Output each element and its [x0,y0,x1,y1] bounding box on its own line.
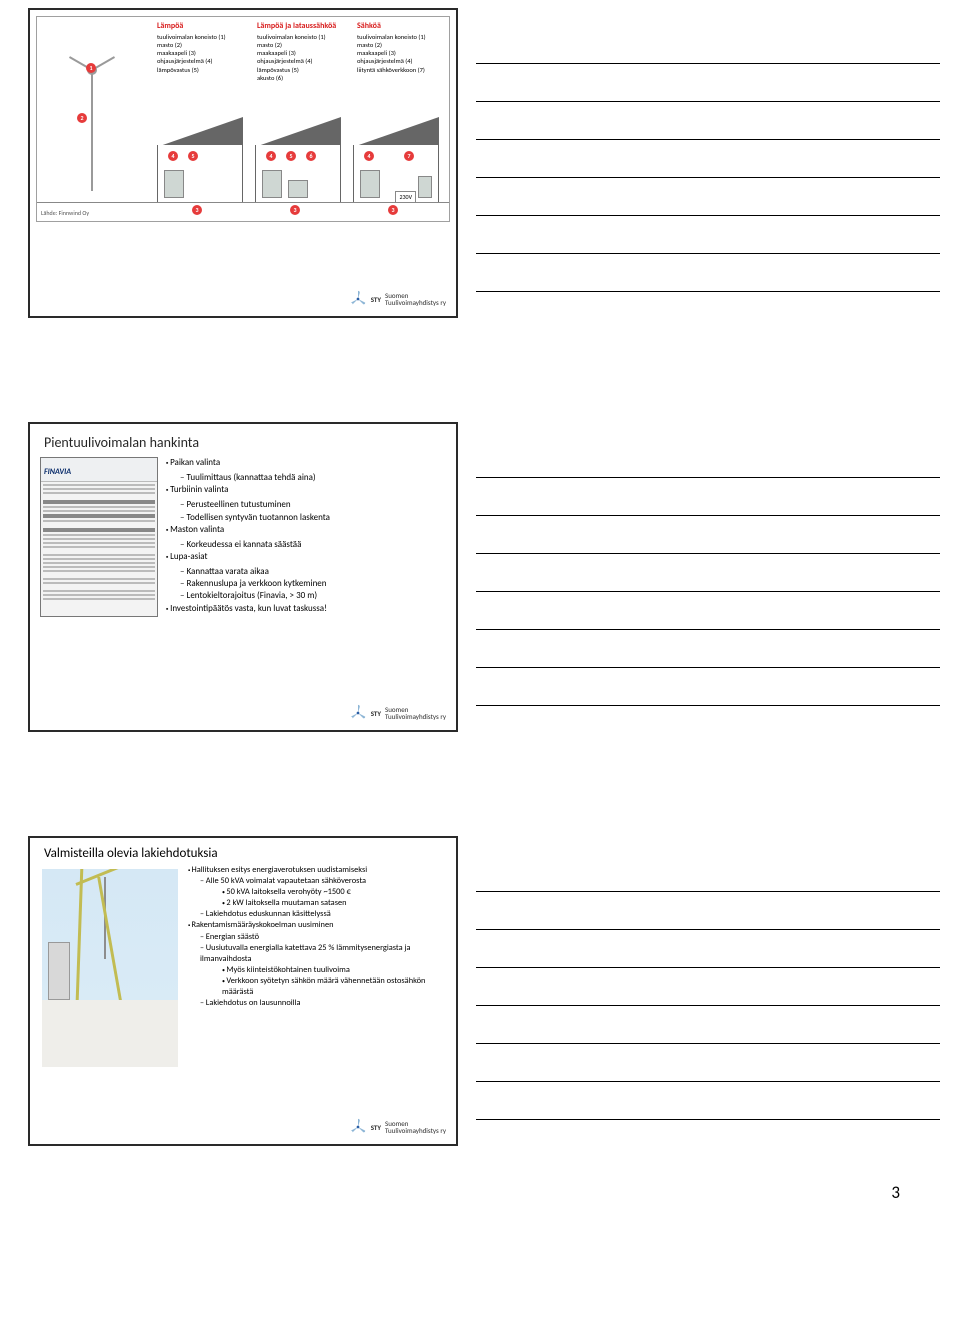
slide-2: Pientuulivoimalan hankinta FINAVIA [28,422,458,732]
finavia-form-thumbnail: FINAVIA [40,457,158,617]
handout-row-1: 1 2 Lämpöä tuulivoimalan koneisto (1) ma… [0,0,960,326]
sty-logo: STY SuomenTuulivoimayhdistys ry [349,1118,446,1136]
slide1-diagram: 1 2 Lämpöä tuulivoimalan koneisto (1) ma… [36,16,450,222]
marker-1: 1 [86,63,96,73]
notes-col-3 [476,836,940,1120]
col-lampoa: Lämpöä tuulivoimalan koneisto (1) masto … [157,21,245,82]
slide1-columns: Lämpöä tuulivoimalan koneisto (1) masto … [157,21,445,82]
bullet-level-1: Investointipäätös vasta, kun luvat tasku… [166,603,446,615]
bullet-level-2: Korkeudessa ei kannata säästää [180,539,446,551]
sty-logo: STY Suomen Tuulivoimayhdistys ry [349,290,446,308]
bullet-level-3: 50 kVA laitoksella verohyöty ~1500 € [222,887,444,898]
col1-heading: Lämpöä [157,21,245,31]
bullet-level-2: Todellisen syntyvän tuotannon laskenta [180,512,446,524]
col-sahkoa: Sähköä tuulivoimalan koneisto (1) masto … [357,21,445,82]
sty-mark-icon [349,1118,367,1136]
finavia-logo: FINAVIA [44,467,71,477]
bullet-level-2: Uusiutuvalla energialla katettava 25 % l… [200,943,444,965]
wind-turbine-illustration: 1 2 [65,45,119,203]
col2-heading: Lämpöä ja lataussähköä [257,21,345,31]
slide2-bullets: Paikan valinta Tuulimittaus (kannattaa te… [166,457,446,618]
slide3-title: Valmisteilla olevia lakiehdotuksia [30,838,456,865]
sty-mark-icon [349,290,367,308]
bullet-level-1: Rakentamismääräyskokoelman uusiminen [188,920,444,931]
house-3: 230V 4 7 3 [353,117,439,203]
bullet-level-2: Lakiehdotus on lausunnoilla [200,998,444,1009]
bullet-level-3: 2 kW laitoksella muutaman satasen [222,898,444,909]
bullet-level-2: Rakennuslupa ja verkkoon kytkeminen [180,578,446,590]
turbine-construction-photo [42,869,178,1067]
sty-logo: STY SuomenTuulivoimayhdistys ry [349,704,446,722]
col3-heading: Sähköä [357,21,445,31]
bullet-level-1: Turbiinin valinta [166,484,446,496]
bullet-level-3: Myös kiinteistökohtainen tuulivoima [222,965,444,976]
bullet-level-2: Energian säästö [200,932,444,943]
sty-abbrev: STY [371,295,381,304]
bullet-level-3: Verkkoon syötetyn sähkön määrä vähennetä… [222,976,444,998]
bullet-level-1: Lupa-asiat [166,551,446,563]
bullet-level-1: Maston valinta [166,524,446,536]
house-1: 4 5 3 [157,117,243,203]
sty-mark-icon [349,704,367,722]
slide3-bullets: Hallituksen esitys energiaverotuksen uud… [188,865,444,1067]
notes-col-2 [476,422,940,706]
bullet-level-2: Alle 50 kVA voimalat vapautetaan sähköve… [200,876,444,887]
bullet-level-1: Hallituksen esitys energiaverotuksen uud… [188,865,444,876]
bullet-level-2: Lakiehdotus eduskunnan käsittelyssä [200,909,444,920]
bullet-level-2: Tuulimittaus (kannattaa tehdä aina) [180,472,446,484]
bullet-level-2: Kannattaa varata aikaa [180,566,446,578]
notes-col-1 [476,8,940,292]
slide-3: Valmisteilla olevia lakiehdotuksia Halli… [28,836,458,1146]
handout-row-3: Valmisteilla olevia lakiehdotuksia Halli… [0,828,960,1154]
house-2: 4 5 6 3 [255,117,341,203]
col-lampoa-lataus: Lämpöä ja lataussähköä tuulivoimalan kon… [257,21,345,82]
page-number: 3 [0,1154,960,1203]
bullet-level-2: Lentokieltorajoitus (Finavia, > 30 m) [180,590,446,602]
bullet-level-1: Paikan valinta [166,457,446,469]
slide-1: 1 2 Lämpöä tuulivoimalan koneisto (1) ma… [28,8,458,318]
slide2-title: Pientuulivoimalan hankinta [30,424,456,457]
marker-2: 2 [77,113,87,123]
handout-row-2: Pientuulivoimalan hankinta FINAVIA [0,414,960,740]
slide1-source: Lähde: Finnwind Oy [41,209,89,217]
bullet-level-2: Perusteellinen tutustuminen [180,499,446,511]
